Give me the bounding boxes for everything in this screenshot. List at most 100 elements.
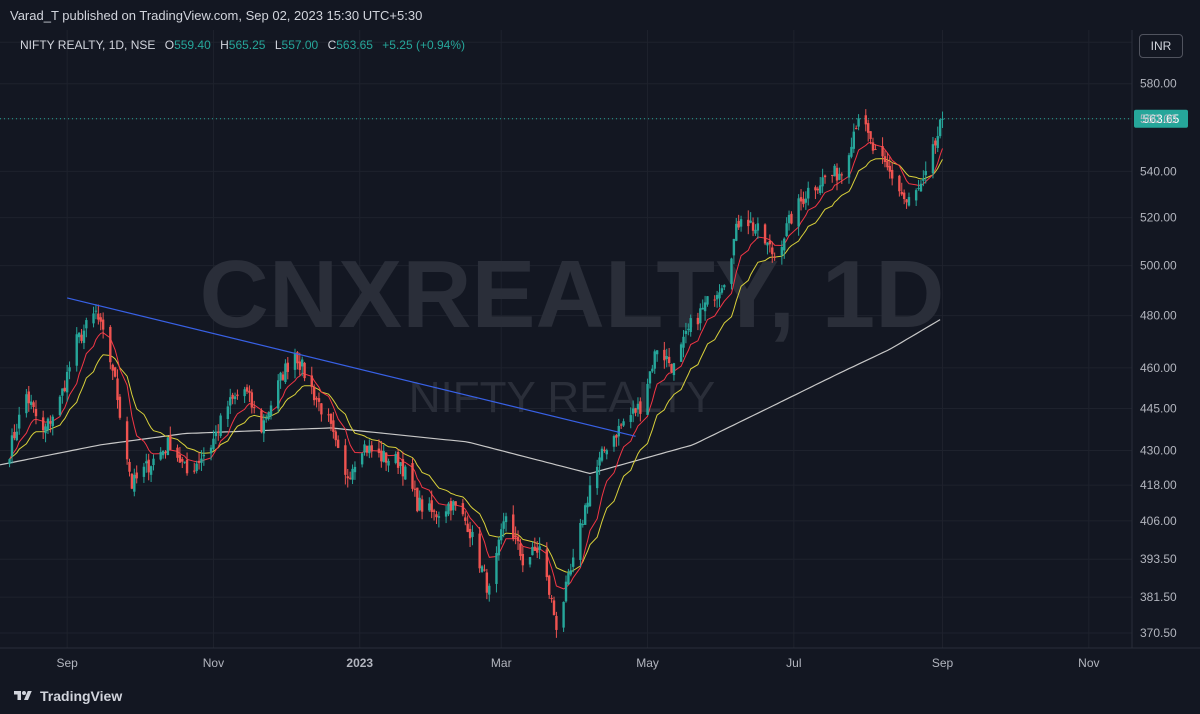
candle-body [293, 353, 297, 370]
candle [883, 150, 887, 168]
candle-body [200, 458, 203, 463]
candle-body [77, 332, 81, 338]
candle [634, 408, 637, 417]
candle [483, 564, 486, 572]
time-axis[interactable]: Sep Nov 2023 Mar May Jul Sep Nov [56, 656, 1099, 670]
candle [564, 575, 568, 603]
candle [567, 568, 570, 585]
tradingview-logo[interactable]: TradingView [12, 688, 122, 704]
time-tick-label: 2023 [346, 656, 373, 670]
candle-body [497, 539, 501, 556]
candle-body [10, 435, 14, 457]
candle [886, 152, 889, 171]
candle [200, 450, 203, 471]
candle [260, 408, 263, 434]
candle [365, 445, 369, 457]
candle [531, 541, 534, 556]
price-tick-label: 480.00 [1140, 309, 1177, 323]
candle [696, 312, 700, 331]
candle [639, 397, 642, 422]
candle-body [804, 198, 808, 203]
watermark-ticker: CNXREALTY, 1D [200, 241, 945, 348]
candle [118, 393, 122, 420]
candle [82, 324, 86, 350]
candle-body [336, 439, 340, 448]
candle [94, 304, 98, 320]
candle-body [80, 334, 83, 341]
candle-body [902, 192, 906, 199]
candle [888, 156, 891, 179]
candle-body [279, 372, 282, 381]
candle-body [193, 470, 196, 472]
candle [847, 152, 851, 184]
candle [250, 389, 254, 414]
candle-body [682, 336, 685, 348]
candle-body [622, 421, 625, 426]
candle-body [202, 454, 206, 457]
candle [80, 329, 83, 344]
candle [672, 362, 676, 381]
candle-body [583, 505, 587, 525]
candle-body [552, 600, 556, 616]
candle-body [353, 466, 357, 473]
candle-body [46, 418, 50, 431]
candle [646, 378, 649, 416]
candle-body [888, 165, 891, 172]
candle [135, 465, 138, 484]
candle-body [217, 431, 220, 433]
candle [504, 512, 508, 532]
candle-body [243, 389, 246, 397]
price-chart[interactable]: CNXREALTY, 1D NIFTY REALTY 563.65 600.00… [0, 30, 1200, 680]
candle [380, 440, 383, 468]
candle-body [922, 178, 925, 181]
candle-body [512, 514, 515, 539]
candle [797, 194, 800, 236]
candle [864, 109, 867, 132]
candle [370, 441, 373, 458]
open-value: 559.40 [174, 38, 211, 52]
candle-body [29, 401, 33, 405]
price-tick-label: 381.50 [1140, 590, 1177, 604]
candle-body [135, 472, 138, 479]
candle [747, 210, 750, 235]
candle [183, 461, 186, 464]
candle-body [432, 510, 436, 512]
candle [562, 601, 565, 632]
candle [269, 400, 273, 420]
candle [838, 167, 841, 181]
price-tick-label: 418.00 [1140, 478, 1177, 492]
candle-body [387, 460, 390, 466]
symbol-label[interactable]: NIFTY REALTY, 1D, NSE [20, 38, 156, 52]
candle [15, 423, 18, 442]
candle-body [229, 397, 232, 406]
candle [310, 366, 313, 395]
candle [866, 119, 870, 142]
candle-body [118, 396, 122, 418]
candle-body [919, 183, 923, 192]
candle-body [449, 501, 453, 511]
candle [13, 424, 16, 441]
candle-body [802, 198, 805, 205]
candle-body [286, 362, 289, 372]
candle [8, 458, 11, 468]
candle-body [212, 438, 215, 449]
candle-body [866, 123, 870, 133]
candle [653, 349, 656, 374]
time-tick-label: Nov [203, 656, 224, 670]
open-label: O [164, 38, 175, 52]
candle-body [938, 119, 942, 137]
candle-body [471, 531, 474, 537]
candle [178, 447, 182, 463]
candle-body [281, 374, 285, 380]
currency-button[interactable]: INR [1139, 34, 1183, 58]
candle [706, 296, 709, 307]
candle [217, 424, 220, 441]
candle-body [934, 140, 937, 146]
candle [399, 461, 402, 475]
candle-body [209, 447, 213, 454]
candle [10, 428, 14, 464]
candle [377, 439, 381, 458]
candle [435, 510, 438, 525]
candle [152, 454, 155, 471]
candle [819, 177, 822, 196]
